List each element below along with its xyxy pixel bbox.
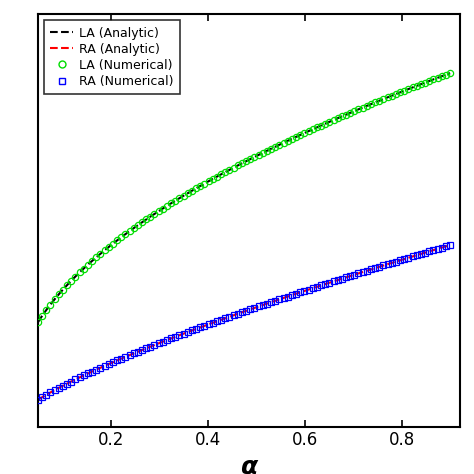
X-axis label: α: α: [240, 455, 257, 474]
Legend: LA (Analytic), RA (Analytic), LA (Numerical), RA (Numerical): LA (Analytic), RA (Analytic), LA (Numeri…: [44, 20, 180, 94]
